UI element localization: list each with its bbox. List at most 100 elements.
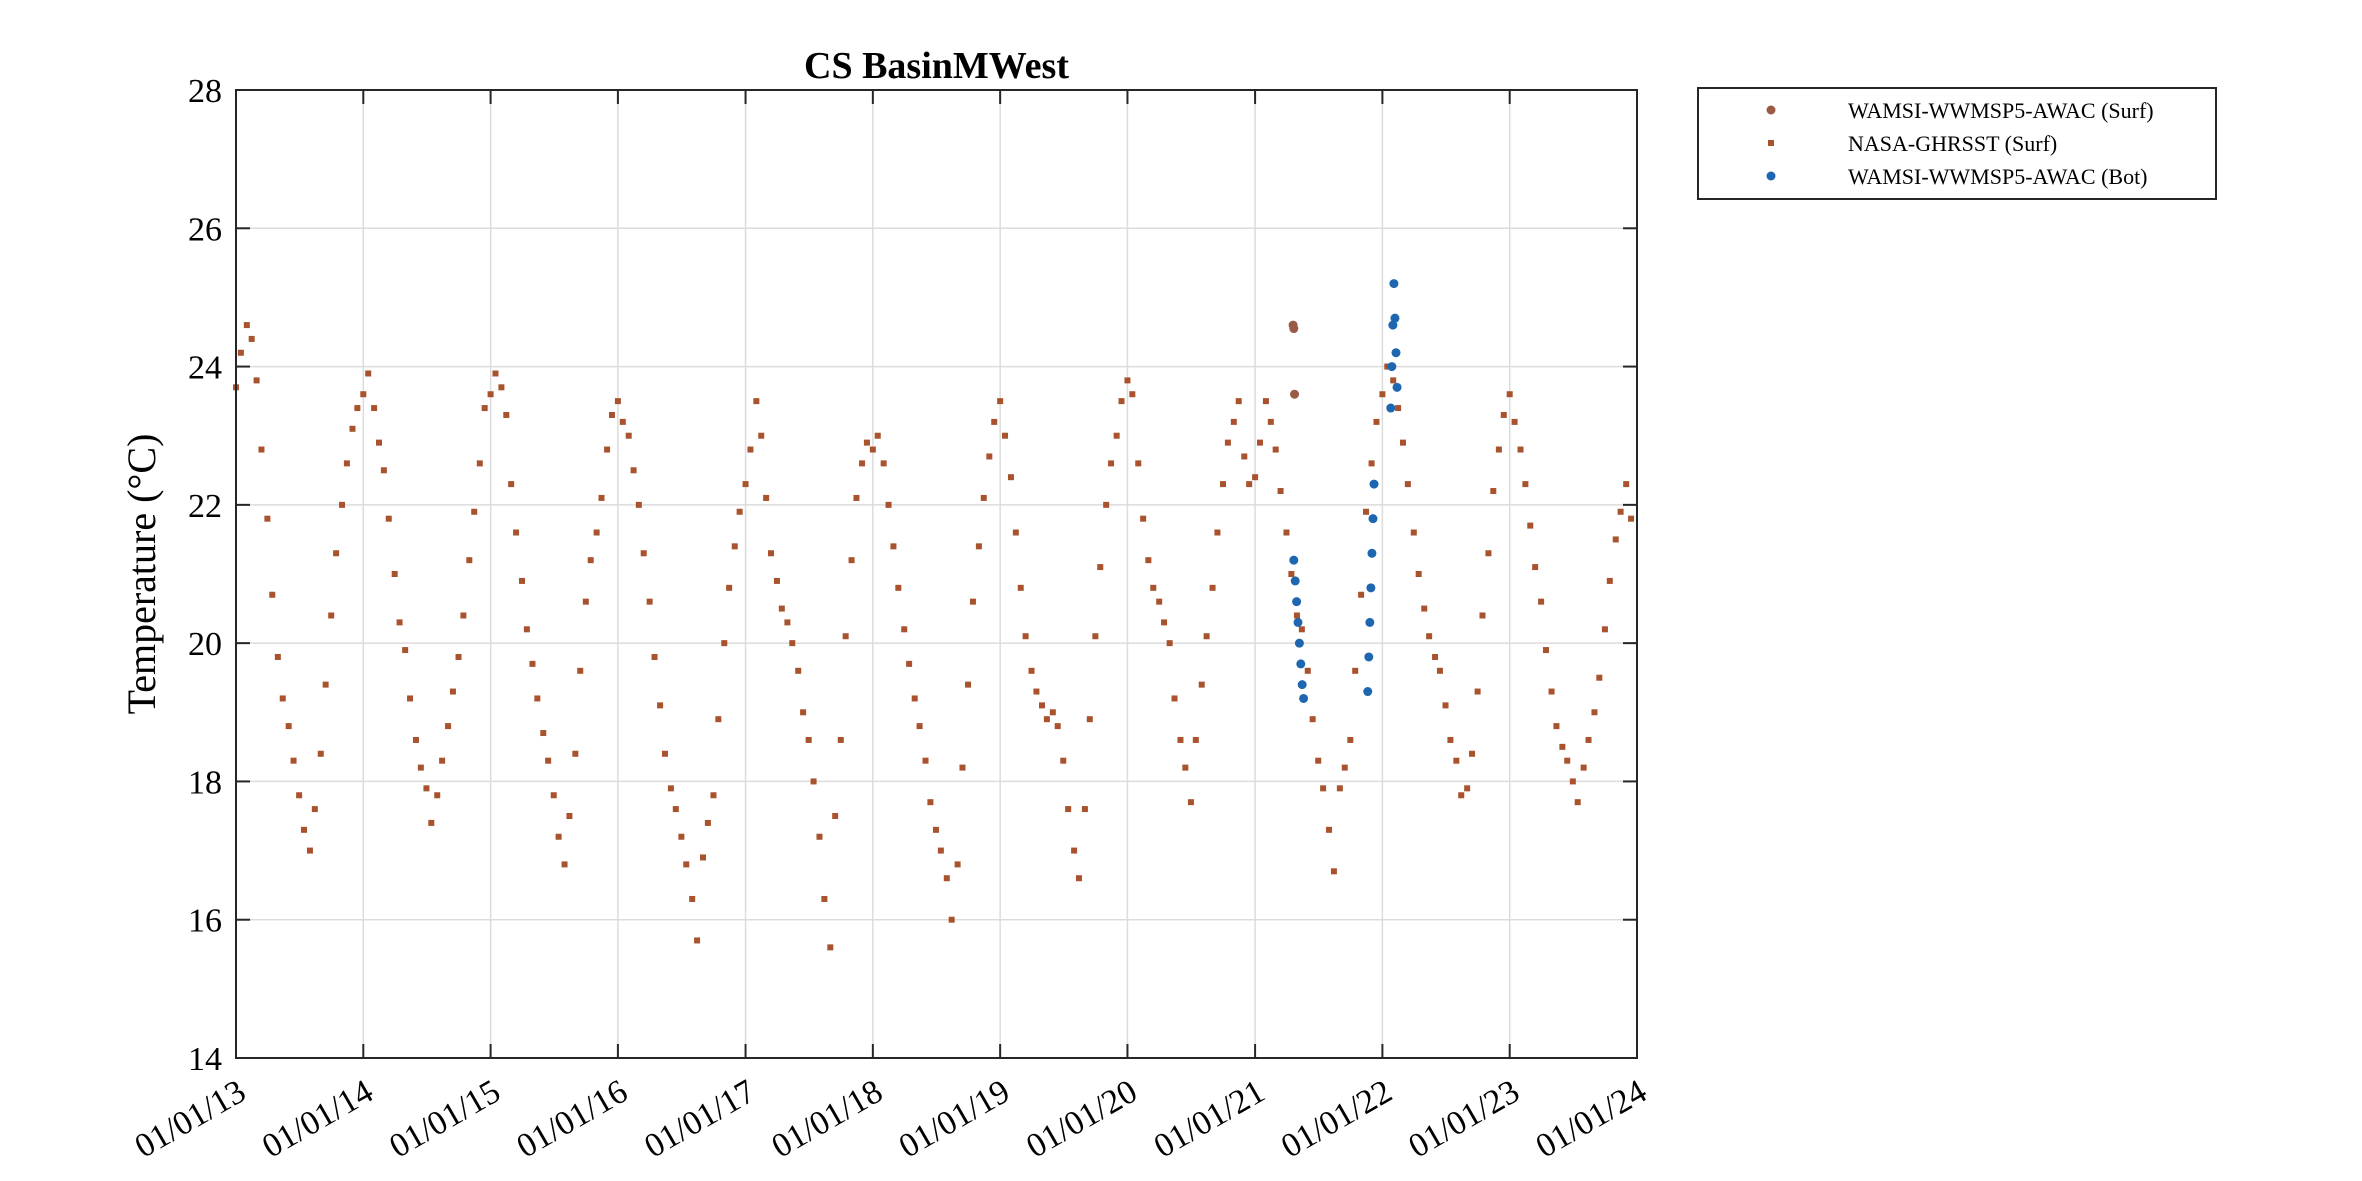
data-point [640, 550, 647, 557]
data-point [1352, 667, 1359, 674]
data-point [991, 418, 998, 425]
data-point [821, 895, 828, 902]
data-point [1612, 536, 1619, 543]
data-point [1209, 584, 1216, 591]
data-point [492, 370, 499, 377]
y-tick-label: 28 [188, 73, 222, 110]
data-point [1220, 481, 1227, 488]
data-point [1288, 571, 1295, 577]
data-point [1363, 687, 1373, 697]
data-point [773, 577, 780, 584]
data-point [1182, 764, 1189, 771]
data-point [1596, 674, 1603, 681]
data-point [1054, 723, 1061, 730]
legend-label: WAMSI-WWMSP5-AWAC (Surf) [1848, 98, 2154, 123]
legend-marker [1766, 171, 1776, 181]
data-point [853, 494, 860, 501]
data-point [1289, 324, 1299, 334]
data-point [731, 543, 738, 550]
data-point [1453, 757, 1460, 764]
data-point [339, 501, 346, 508]
data-point [237, 349, 244, 356]
data-point [901, 626, 908, 633]
data-point [1043, 716, 1050, 723]
data-point [986, 453, 993, 460]
x-tick-label: 01/01/19 [893, 1073, 1016, 1165]
data-point [1447, 736, 1454, 743]
data-point [1166, 640, 1173, 647]
data-point [1028, 667, 1035, 674]
data-point [333, 550, 340, 557]
legend-marker [1768, 140, 1774, 146]
y-tick-label: 22 [188, 488, 222, 525]
data-point [1386, 403, 1396, 413]
data-point [1012, 529, 1019, 536]
data-point [1365, 617, 1375, 627]
data-point [460, 612, 467, 619]
data-point [598, 494, 605, 501]
data-point [885, 501, 892, 508]
data-point [1628, 515, 1635, 522]
data-point [360, 391, 367, 398]
data-point [1390, 377, 1397, 384]
data-point [301, 826, 308, 833]
data-point [487, 391, 494, 398]
data-point [391, 571, 398, 577]
data-point [619, 418, 626, 425]
y-tick-label: 26 [188, 211, 222, 248]
data-point [1527, 522, 1534, 529]
x-tick-label: 01/01/23 [1402, 1073, 1525, 1165]
data-point [481, 405, 488, 412]
data-point [1623, 481, 1630, 488]
data-point [1379, 391, 1386, 398]
data-point [540, 730, 547, 737]
data-point [1373, 418, 1380, 425]
data-point [1369, 479, 1379, 489]
data-point [869, 446, 876, 453]
data-point [932, 826, 939, 833]
data-point [577, 667, 584, 674]
data-point [1469, 750, 1476, 757]
data-point [1224, 439, 1231, 446]
x-tick-label: 01/01/16 [511, 1073, 634, 1165]
data-point [434, 792, 441, 799]
data-point [1341, 764, 1348, 771]
data-point [423, 785, 430, 792]
data-point [407, 695, 414, 702]
data-point [1039, 702, 1046, 709]
legend-label: NASA-GHRSST (Surf) [1848, 131, 2057, 156]
data-point [1290, 576, 1300, 586]
data-point [1522, 481, 1529, 488]
data-point [354, 405, 361, 412]
y-tick-label: 18 [188, 764, 222, 801]
data-point [795, 667, 802, 674]
data-point [550, 792, 557, 799]
data-point [1591, 709, 1598, 716]
data-point [1336, 785, 1343, 792]
data-point [1262, 398, 1269, 405]
data-point [285, 723, 292, 730]
data-point [1363, 508, 1370, 515]
data-point [417, 764, 424, 771]
data-point [710, 792, 717, 799]
data-point [587, 557, 594, 564]
data-point [279, 695, 286, 702]
data-point [1364, 652, 1374, 662]
data-point [1293, 612, 1300, 619]
data-point [1156, 598, 1163, 605]
data-point [1553, 723, 1560, 730]
legend-marker [1766, 105, 1776, 115]
data-point [1150, 584, 1157, 591]
x-axis: 01/01/13 01/01/14 01/01/15 01/01/16 01/01/17… [129, 90, 1653, 1165]
data-point [736, 508, 743, 515]
data-point [253, 377, 260, 384]
data-point [837, 736, 844, 743]
x-tick-label: 01/01/15 [383, 1073, 506, 1165]
data-point [1304, 667, 1311, 674]
data-point [264, 515, 271, 522]
y-axis: 14 16 18 20 22 24 26 28 [188, 73, 1637, 1078]
data-point [1421, 605, 1428, 612]
data-point [343, 460, 350, 467]
data-point [498, 384, 505, 391]
data-point [1267, 418, 1274, 425]
